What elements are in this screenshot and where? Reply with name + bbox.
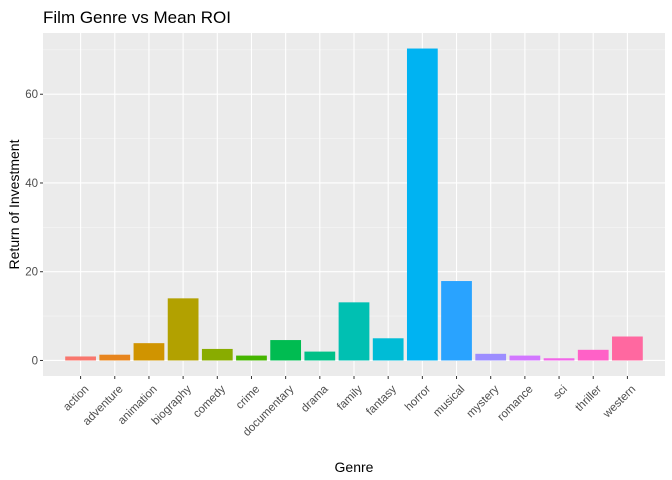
x-tick-label: musical	[431, 383, 467, 419]
bar-drama	[304, 351, 336, 361]
x-axis-title: Genre	[335, 459, 374, 475]
bar-romance	[509, 355, 541, 361]
x-tick-label: western	[601, 383, 639, 421]
x-tick-label: fantasy	[364, 383, 399, 418]
x-tick-label: crime	[234, 383, 262, 411]
y-axis: 0 20 40 60	[25, 89, 43, 367]
x-tick-label: romance	[496, 383, 536, 423]
y-tick-label: 20	[25, 267, 38, 279]
bar-musical	[441, 281, 472, 361]
bar-mystery	[475, 353, 507, 361]
bars	[65, 48, 643, 361]
bar-animation	[133, 343, 165, 361]
x-tick-label: drama	[299, 383, 331, 415]
x-tick-label: horror	[403, 383, 433, 413]
x-tick-label: sci	[551, 383, 569, 401]
bar-action	[65, 356, 96, 361]
bar-family	[338, 302, 370, 361]
y-axis-title: Return of Investment	[6, 139, 22, 269]
x-tick-label: comedy	[191, 383, 228, 420]
bar-adventure	[99, 354, 131, 361]
x-tick-label: family	[335, 383, 365, 413]
y-tick-label: 0	[32, 355, 38, 367]
y-tick-label: 60	[25, 89, 38, 101]
bar-thriller	[577, 349, 609, 361]
bar-comedy	[201, 348, 233, 361]
bar-documentary	[270, 340, 302, 361]
x-tick-label: thriller	[573, 383, 604, 414]
chart-title: Film Genre vs Mean ROI	[43, 8, 231, 27]
bar-fantasy	[372, 338, 404, 361]
bar-western	[612, 336, 643, 361]
bar-crime	[236, 355, 267, 361]
x-tick-label: action	[61, 383, 91, 413]
bar-biography	[167, 298, 199, 361]
bar-horror	[406, 48, 438, 361]
y-tick-label: 40	[25, 178, 38, 190]
bar-sci	[543, 358, 575, 361]
